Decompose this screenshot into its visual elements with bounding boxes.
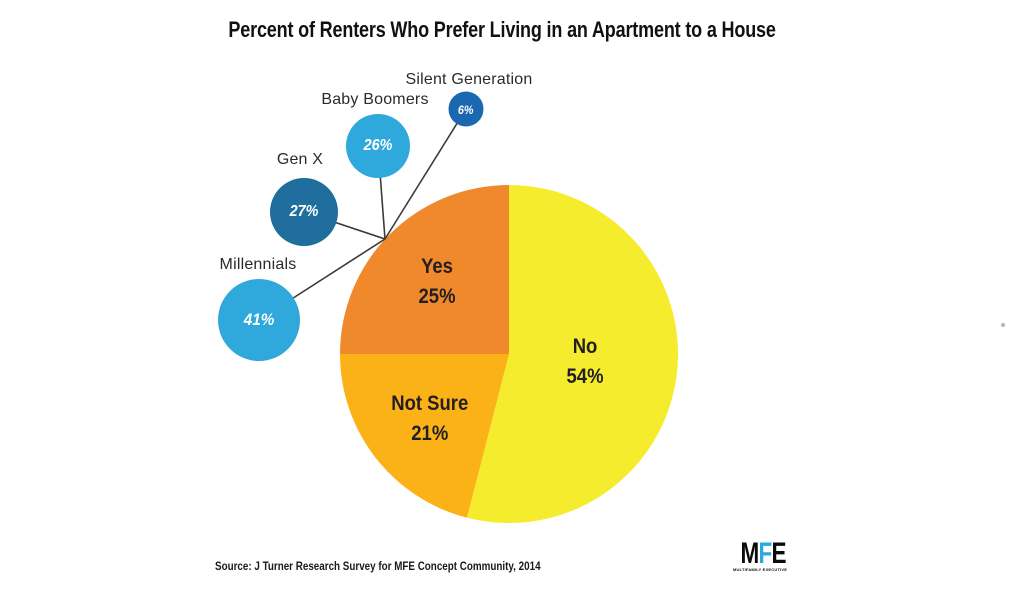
slice-value-no-text: 54%: [566, 365, 604, 388]
logo-tagline: MULTIFAMILY EXECUTIVE: [733, 567, 788, 572]
callout-line-silent-generation: [384, 108, 467, 240]
slice-label-not-sure: Not Sure 21%: [330, 389, 530, 449]
bubble-label-millennials: Millennials: [158, 256, 358, 274]
stray-dot: [1001, 323, 1005, 327]
bubble-value-baby-boomers-text: 26%: [363, 137, 393, 154]
bubble-baby-boomers: [346, 114, 410, 178]
logo-letter-m: M: [740, 537, 760, 570]
mfe-logo: MFE MULTIFAMILY EXECUTIVE: [733, 539, 788, 573]
bubble-value-silent-generation: 6%: [366, 103, 566, 117]
chart-title-text: Percent of Renters Who Prefer Living in …: [228, 17, 776, 42]
callout-bubbles: [218, 91, 484, 361]
bubble-value-silent-generation-text: 6%: [458, 103, 474, 117]
bubble-label-silent-generation: Silent Generation: [369, 71, 569, 89]
mfe-logo-letters: MFE: [741, 539, 787, 569]
pie-slice-yes: [340, 185, 509, 354]
bubble-label-baby-boomers: Baby Boomers: [275, 91, 475, 109]
bubble-gen-x: [270, 178, 338, 246]
bubble-value-gen-x-text: 27%: [289, 203, 319, 220]
bubble-value-millennials: 41%: [159, 310, 359, 330]
bubble-label-millennials-text: Millennials: [219, 256, 297, 273]
slice-label-no-text: No: [572, 335, 598, 358]
bubble-silent-generation: [448, 91, 484, 127]
slice-label-yes-text: Yes: [421, 255, 453, 278]
logo-letter-f: F: [758, 537, 773, 570]
bubble-label-baby-boomers-text: Baby Boomers: [321, 91, 429, 108]
slice-label-not-sure-text: Not Sure: [391, 392, 469, 415]
bubble-label-gen-x: Gen X: [200, 151, 400, 169]
pie-slice-no: [467, 185, 678, 523]
slice-value-yes-text: 25%: [418, 285, 456, 308]
pie-slice-not-sure: [340, 354, 509, 518]
source-note: Source: J Turner Research Survey for MFE…: [215, 557, 612, 575]
chart-title: Percent of Renters Who Prefer Living in …: [0, 17, 1004, 43]
source-note-text: Source: J Turner Research Survey for MFE…: [215, 559, 541, 573]
bubble-value-gen-x: 27%: [204, 203, 404, 221]
slice-label-yes: Yes 25%: [337, 252, 537, 312]
bubble-label-gen-x-text: Gen X: [276, 151, 324, 168]
logo-letter-e: E: [771, 537, 787, 570]
pie: [340, 185, 678, 523]
bubble-value-baby-boomers: 26%: [278, 137, 478, 155]
bubble-label-silent-generation-text: Silent Generation: [405, 71, 533, 88]
bubble-value-millennials-text: 41%: [243, 310, 275, 329]
slice-label-no: No 54%: [485, 332, 685, 392]
bubble-millennials: [218, 279, 300, 361]
slice-value-not-sure-text: 21%: [411, 422, 449, 445]
